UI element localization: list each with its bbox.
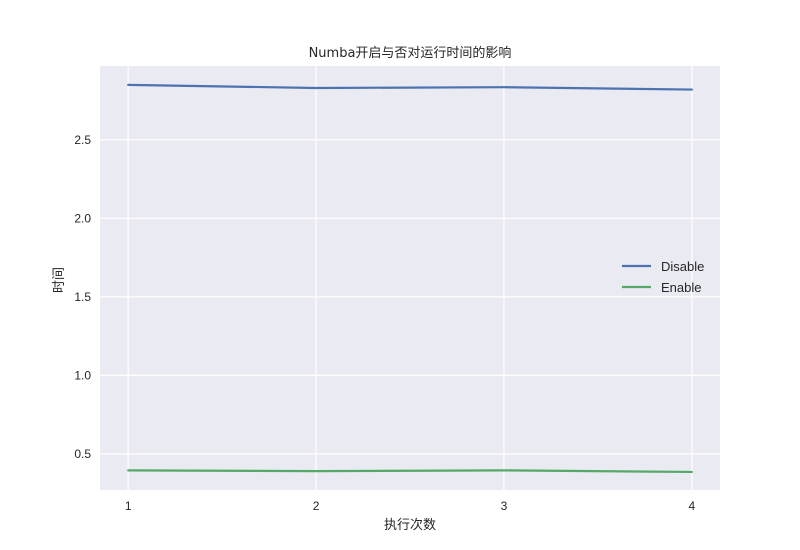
- y-tick-label: 2.0: [74, 211, 91, 225]
- series-line-disable: [127, 83, 693, 91]
- y-tick-label: 0.5: [74, 447, 91, 461]
- y-tick-labels: 0.5 1.0 1.5 2.0 2.5: [74, 133, 91, 461]
- chart-title: Numba开启与否对运行时间的影响: [309, 45, 512, 61]
- y-tick-label: 1.0: [74, 368, 91, 382]
- x-tick-labels: 1 2 3 4: [125, 499, 696, 513]
- x-tick-label: 1: [125, 499, 132, 513]
- y-tick-label: 1.5: [74, 290, 91, 304]
- x-tick-label: 4: [688, 499, 695, 513]
- series-line-enable: [127, 469, 693, 474]
- y-axis-label: 时间: [52, 267, 67, 293]
- plot-area: [100, 66, 720, 490]
- y-tick-label: 2.5: [74, 133, 91, 147]
- x-tick-label: 3: [501, 499, 508, 513]
- x-tick-label: 2: [313, 499, 320, 513]
- legend-label: Disable: [661, 259, 704, 274]
- legend: Disable Enable: [622, 259, 704, 295]
- legend-label: Enable: [661, 280, 701, 295]
- x-axis-label: 执行次数: [384, 517, 436, 533]
- grid-lines: [100, 66, 720, 490]
- series-lines: [127, 83, 693, 474]
